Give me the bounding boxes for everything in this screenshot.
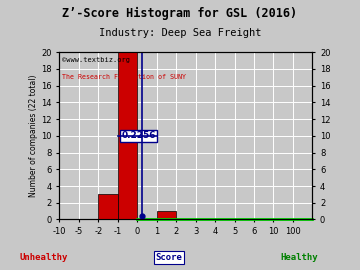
Bar <box>118 52 137 220</box>
Text: Unhealthy: Unhealthy <box>19 253 67 262</box>
Text: ©www.textbiz.org: ©www.textbiz.org <box>62 57 130 63</box>
Text: 0.2256: 0.2256 <box>121 131 156 140</box>
Text: Industry: Deep Sea Freight: Industry: Deep Sea Freight <box>99 28 261 38</box>
Text: Score: Score <box>156 253 183 262</box>
Text: Z’-Score Histogram for GSL (2016): Z’-Score Histogram for GSL (2016) <box>62 7 298 20</box>
Y-axis label: Number of companies (22 total): Number of companies (22 total) <box>30 75 39 197</box>
Text: Healthy: Healthy <box>280 253 318 262</box>
Bar <box>157 211 176 220</box>
Bar <box>98 194 118 220</box>
Text: The Research Foundation of SUNY: The Research Foundation of SUNY <box>62 74 186 80</box>
